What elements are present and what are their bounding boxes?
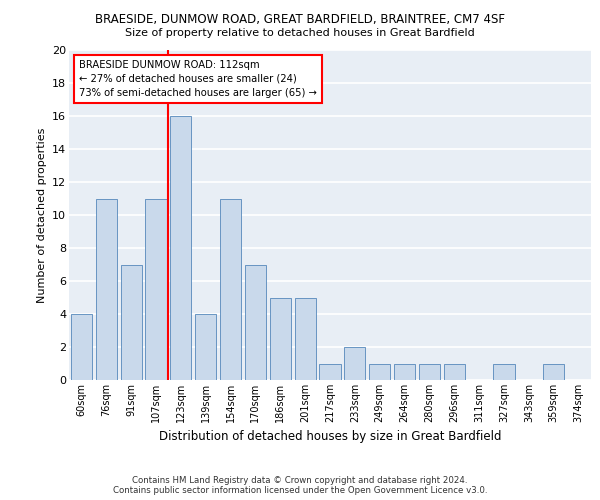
Bar: [96, 198, 117, 380]
Text: BRAESIDE, DUNMOW ROAD, GREAT BARDFIELD, BRAINTREE, CM7 4SF: BRAESIDE, DUNMOW ROAD, GREAT BARDFIELD, …: [95, 12, 505, 26]
Text: Size of property relative to detached houses in Great Bardfield: Size of property relative to detached ho…: [125, 28, 475, 38]
Text: Contains HM Land Registry data © Crown copyright and database right 2024.
Contai: Contains HM Land Registry data © Crown c…: [113, 476, 487, 495]
Bar: [344, 347, 365, 380]
Bar: [145, 198, 167, 380]
Bar: [170, 116, 191, 380]
Bar: [444, 364, 465, 380]
X-axis label: Distribution of detached houses by size in Great Bardfield: Distribution of detached houses by size …: [159, 430, 501, 444]
Bar: [319, 364, 341, 380]
Bar: [71, 314, 92, 380]
Y-axis label: Number of detached properties: Number of detached properties: [37, 128, 47, 302]
Bar: [295, 298, 316, 380]
Bar: [195, 314, 216, 380]
Bar: [543, 364, 564, 380]
Bar: [369, 364, 390, 380]
Bar: [220, 198, 241, 380]
Bar: [493, 364, 515, 380]
Bar: [245, 264, 266, 380]
Bar: [419, 364, 440, 380]
Bar: [394, 364, 415, 380]
Bar: [121, 264, 142, 380]
Bar: [270, 298, 291, 380]
Text: BRAESIDE DUNMOW ROAD: 112sqm
← 27% of detached houses are smaller (24)
73% of se: BRAESIDE DUNMOW ROAD: 112sqm ← 27% of de…: [79, 60, 317, 98]
